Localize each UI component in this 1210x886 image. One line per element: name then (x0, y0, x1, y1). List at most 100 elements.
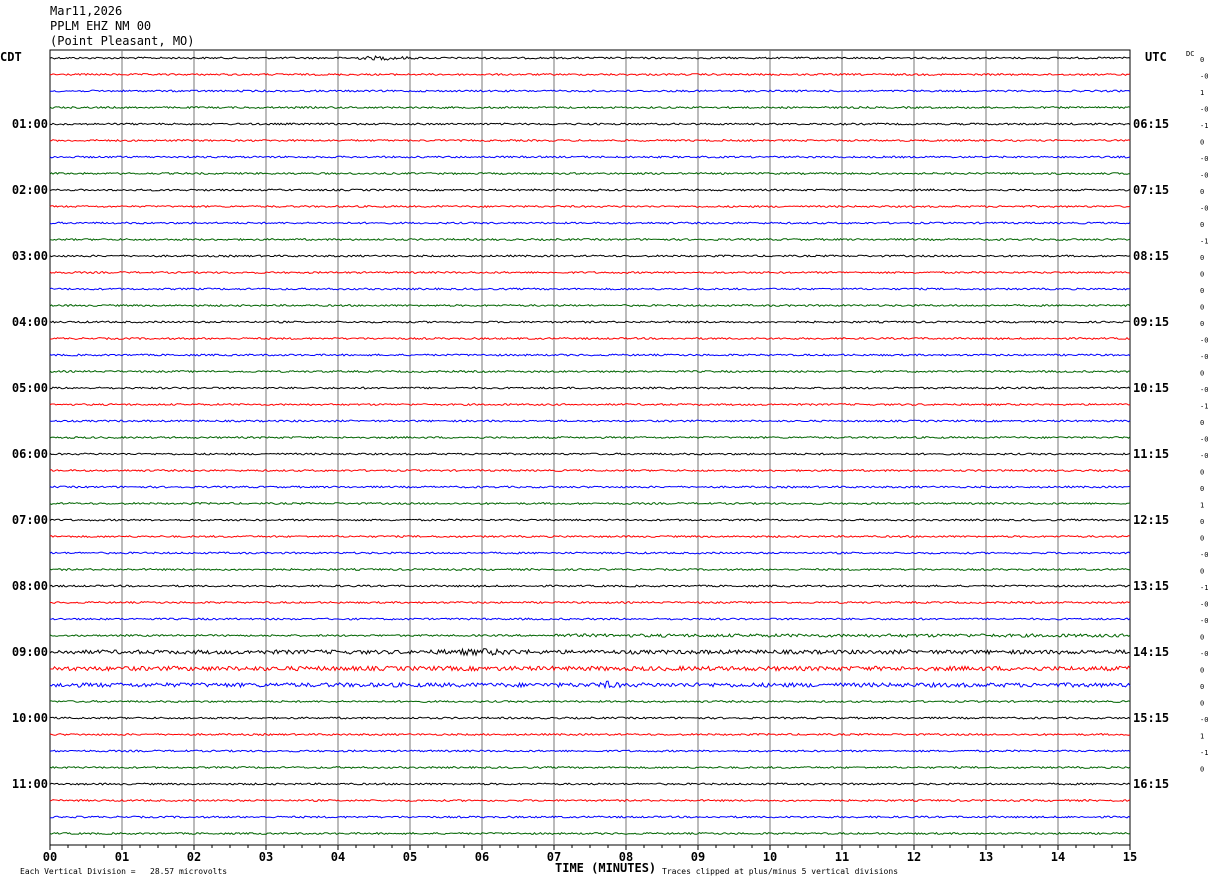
station-location: (Point Pleasant, MO) (50, 34, 195, 48)
seismic-trace (49, 55, 1131, 61)
right-hour-label: 16:15 (1133, 777, 1169, 791)
dc-offset-value: 0 (1200, 287, 1204, 295)
vertical-scale-note: Each Vertical Division = 28.57 microvolt… (20, 867, 228, 876)
right-hour-label: 09:15 (1133, 315, 1169, 329)
dc-offset-value: -0 (1200, 617, 1208, 625)
dc-offset-value: 0 (1200, 188, 1204, 196)
seismic-trace (50, 699, 1131, 704)
seismic-trace (49, 567, 1131, 572)
seismic-trace (49, 680, 1131, 690)
seismic-trace (49, 386, 1131, 390)
seismic-trace (49, 122, 1131, 126)
x-tick-label: 02 (187, 850, 201, 864)
left-hour-label: 07:00 (12, 513, 48, 527)
seismic-trace (49, 831, 1131, 836)
x-tick-label: 05 (403, 850, 417, 864)
left-hour-label: 04:00 (12, 315, 48, 329)
seismic-trace (50, 89, 1131, 93)
seismic-trace (49, 665, 1131, 672)
dc-offset-value: 0 (1200, 568, 1204, 576)
dc-offset-value: 0 (1200, 766, 1204, 774)
right-hour-label: 11:15 (1133, 447, 1169, 461)
dc-offset-value: 1 (1200, 502, 1204, 510)
seismic-trace (49, 155, 1131, 159)
dc-offset-value: -0 (1200, 353, 1208, 361)
right-hour-label: 08:15 (1133, 249, 1169, 263)
left-hour-label: 08:00 (12, 579, 48, 593)
seismic-trace (49, 633, 1131, 638)
plot-frame (49, 49, 1131, 846)
seismic-trace (49, 647, 1131, 657)
seismic-trace (49, 287, 1131, 291)
seismic-trace (49, 419, 1131, 423)
seismic-trace (49, 320, 1131, 324)
dc-offset-value: 1 (1200, 733, 1204, 741)
x-tick-label: 00 (43, 850, 57, 864)
dc-offset-value: -0 (1200, 436, 1208, 444)
seismic-trace (49, 782, 1131, 786)
left-hour-label: 11:00 (12, 777, 48, 791)
seismic-trace (49, 798, 1131, 803)
dc-offset-value: -0 (1200, 205, 1208, 213)
seismic-trace (49, 254, 1131, 258)
seismic-trace (49, 468, 1131, 473)
right-timezone-label: UTC (1145, 50, 1167, 64)
dc-offset-value: -1 (1200, 584, 1208, 592)
seismic-trace (49, 551, 1131, 555)
seismic-trace (49, 221, 1131, 225)
x-tick-label: 14 (1051, 850, 1065, 864)
left-hour-label: 05:00 (12, 381, 48, 395)
seismic-trace (49, 452, 1131, 456)
seismic-trace (49, 815, 1131, 819)
dc-offset-value: -1 (1200, 749, 1208, 757)
dc-offset-value: 0 (1200, 634, 1204, 642)
left-hour-label: 03:00 (12, 249, 48, 263)
dc-offset-value: 0 (1200, 667, 1204, 675)
dc-offset-value: 0 (1200, 535, 1204, 543)
x-tick-label: 08 (619, 850, 633, 864)
x-tick-label: 11 (835, 850, 849, 864)
seismic-trace (49, 732, 1131, 737)
right-hour-label: 06:15 (1133, 117, 1169, 131)
dc-offset-value: -0 (1200, 650, 1208, 658)
seismic-trace (49, 237, 1131, 242)
clipping-note: Traces clipped at plus/minus 5 vertical … (662, 867, 899, 876)
dc-offset-value: 0 (1200, 485, 1204, 493)
seismic-trace (49, 765, 1131, 770)
right-hour-label: 12:15 (1133, 513, 1169, 527)
seismic-trace (49, 303, 1131, 308)
dc-offset-value: 0 (1200, 254, 1204, 262)
dc-offset-value: -0 (1200, 386, 1208, 394)
x-tick-label: 15 (1123, 850, 1137, 864)
seismic-trace (49, 501, 1131, 506)
x-tick-label: 13 (979, 850, 993, 864)
x-tick-label: 03 (259, 850, 273, 864)
dc-offset-value: 0 (1200, 419, 1204, 427)
dc-offset-value: -1 (1200, 122, 1208, 130)
x-tick-label: 09 (691, 850, 705, 864)
x-tick-label: 06 (475, 850, 489, 864)
seismic-trace (49, 105, 1131, 110)
dc-offset-value: 0 (1200, 271, 1204, 279)
seismic-trace (49, 171, 1131, 176)
dc-offset-value: -0 (1200, 716, 1208, 724)
dc-offset-value: 0 (1200, 518, 1204, 526)
seismic-trace (49, 584, 1130, 588)
dc-offset-header: DC (1186, 50, 1194, 58)
right-hour-label: 13:15 (1133, 579, 1169, 593)
dc-offset-value: -0 (1200, 106, 1208, 114)
x-tick-label: 10 (763, 850, 777, 864)
seismic-trace (49, 435, 1131, 440)
seismic-trace (49, 353, 1131, 357)
dc-offset-value: -1 (1200, 403, 1208, 411)
dc-offset-value: -0 (1200, 551, 1208, 559)
dc-offset-value: -0 (1200, 172, 1208, 180)
seismic-trace (49, 749, 1131, 753)
seismic-trace (49, 617, 1131, 621)
dc-offset-value: -0 (1200, 601, 1208, 609)
left-timezone-label: CDT (0, 50, 22, 64)
left-hour-label: 01:00 (12, 117, 48, 131)
seismic-trace (49, 72, 1131, 77)
chart-date: Mar11,2026 (50, 4, 123, 18)
left-hour-label: 09:00 (12, 645, 48, 659)
